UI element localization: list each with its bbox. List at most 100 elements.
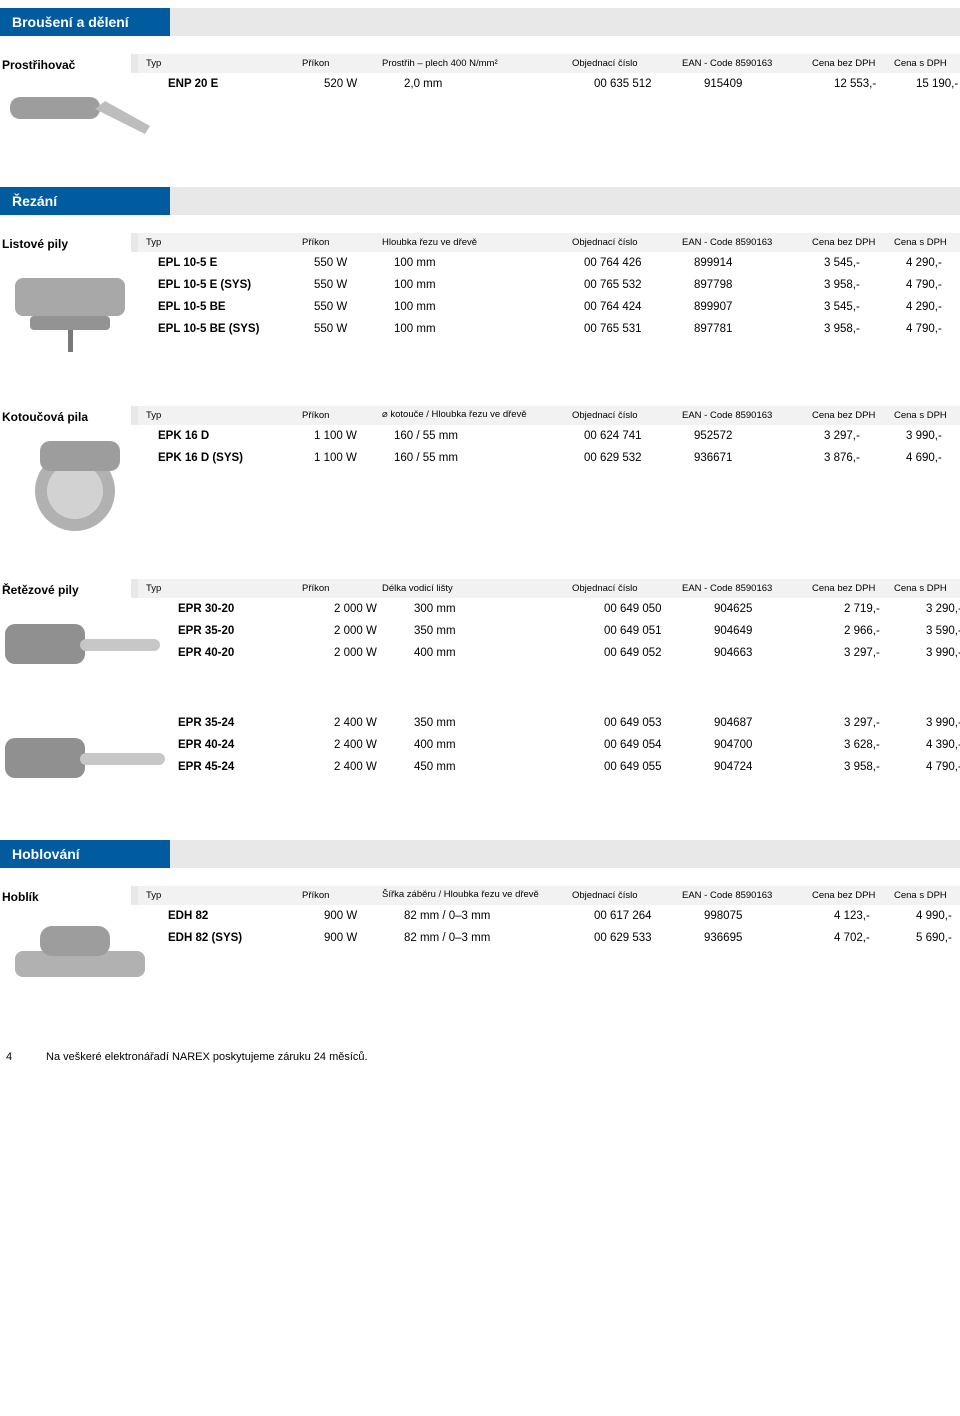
cell-ean: 915409 bbox=[700, 78, 830, 90]
bar-icon bbox=[131, 233, 138, 252]
cell-obj: 00 629 532 bbox=[580, 452, 690, 464]
table-row: EDH 82 900 W 82 mm / 0–3 mm 00 617 264 9… bbox=[160, 905, 960, 927]
cell-s: 4 790,- bbox=[902, 323, 960, 335]
cell-typ: EPR 45-24 bbox=[170, 761, 330, 773]
cell-s: 4 290,- bbox=[902, 257, 960, 269]
cell-s: 3 590,- bbox=[922, 625, 960, 637]
col-ean: EAN - Code 8590163 bbox=[678, 410, 808, 421]
cell-ean: 904687 bbox=[710, 717, 840, 729]
product-group: ENP 20 E 520 W 2,0 mm 00 635 512 915409 … bbox=[0, 73, 960, 155]
bar-icon bbox=[131, 54, 138, 73]
cell-spec: 400 mm bbox=[410, 739, 600, 751]
col-s: Cena s DPH bbox=[890, 237, 960, 248]
cell-bez: 2 719,- bbox=[840, 603, 922, 615]
chainsaw-icon bbox=[0, 604, 170, 694]
rows: EPK 16 D 1 100 W 160 / 55 mm 00 624 741 … bbox=[150, 425, 960, 531]
cell-ean: 899914 bbox=[690, 257, 820, 269]
product-image bbox=[0, 425, 150, 531]
cell-typ: EPL 10-5 E (SYS) bbox=[150, 279, 310, 291]
cell-prikon: 550 W bbox=[310, 323, 390, 335]
cell-prikon: 2 400 W bbox=[330, 761, 410, 773]
cell-typ: EPR 35-20 bbox=[170, 625, 330, 637]
cell-bez: 3 297,- bbox=[840, 717, 922, 729]
cell-prikon: 550 W bbox=[310, 301, 390, 313]
cell-spec: 100 mm bbox=[390, 301, 580, 313]
footer-note: Na veškeré elektronářadí NAREX poskytuje… bbox=[46, 1051, 368, 1063]
section-title: Broušení a dělení bbox=[0, 8, 170, 36]
cell-spec: 160 / 55 mm bbox=[390, 452, 580, 464]
cell-typ: EPR 40-20 bbox=[170, 647, 330, 659]
col-spec: Prostřih – plech 400 N/mm² bbox=[378, 58, 568, 69]
col-spec: Šířka záběru / Hloubka řezu ve dřevě bbox=[378, 890, 568, 901]
cell-ean: 904625 bbox=[710, 603, 840, 615]
category-header-prostrihovac: Prostřihovač Typ Příkon Prostřih – plech… bbox=[0, 54, 960, 73]
cell-spec: 100 mm bbox=[390, 257, 580, 269]
circular-saw-icon bbox=[0, 431, 150, 531]
footer: 4 Na veškeré elektronářadí NAREX poskytu… bbox=[0, 1051, 960, 1063]
cell-s: 4 390,- bbox=[922, 739, 960, 751]
cell-spec: 350 mm bbox=[410, 625, 600, 637]
col-prikon: Příkon bbox=[298, 583, 378, 594]
category-name: Hoblík bbox=[0, 886, 131, 905]
col-spec: Hloubka řezu ve dřevě bbox=[378, 237, 568, 248]
cell-prikon: 1 100 W bbox=[310, 452, 390, 464]
table-row: EPL 10-5 E (SYS) 550 W 100 mm 00 765 532… bbox=[150, 274, 960, 296]
col-prikon: Příkon bbox=[298, 890, 378, 901]
rows: EPR 30-20 2 000 W 300 mm 00 649 050 9046… bbox=[170, 598, 960, 694]
page: Broušení a dělení Prostřihovač Typ Příko… bbox=[0, 8, 960, 1093]
cell-obj: 00 649 052 bbox=[600, 647, 710, 659]
section-stripe bbox=[170, 840, 960, 868]
cell-s: 3 290,- bbox=[922, 603, 960, 615]
section-header-hoblovani: Hoblování bbox=[0, 840, 960, 868]
cell-typ: EPK 16 D bbox=[150, 430, 310, 442]
col-obj: Objednací číslo bbox=[568, 583, 678, 594]
cell-obj: 00 765 532 bbox=[580, 279, 690, 291]
col-obj: Objednací číslo bbox=[568, 237, 678, 248]
cell-ean: 904663 bbox=[710, 647, 840, 659]
cell-obj: 00 629 533 bbox=[590, 932, 700, 944]
category-header-kotoucova: Kotoučová pila Typ Příkon ⌀ kotouče / Hl… bbox=[0, 406, 960, 425]
table-row: EPL 10-5 BE 550 W 100 mm 00 764 424 8999… bbox=[150, 296, 960, 318]
product-image bbox=[0, 905, 160, 1001]
col-bez: Cena bez DPH bbox=[808, 410, 890, 421]
chainsaw-icon bbox=[0, 718, 170, 808]
planer-icon bbox=[0, 911, 160, 1001]
cell-obj: 00 635 512 bbox=[590, 78, 700, 90]
page-number: 4 bbox=[6, 1051, 46, 1063]
cell-s: 4 790,- bbox=[902, 279, 960, 291]
cell-prikon: 1 100 W bbox=[310, 430, 390, 442]
cell-bez: 2 966,- bbox=[840, 625, 922, 637]
cell-spec: 100 mm bbox=[390, 279, 580, 291]
col-obj: Objednací číslo bbox=[568, 890, 678, 901]
cell-bez: 3 545,- bbox=[820, 301, 902, 313]
cell-bez: 3 876,- bbox=[820, 452, 902, 464]
cell-s: 15 190,- bbox=[912, 78, 960, 90]
col-bez: Cena bez DPH bbox=[808, 237, 890, 248]
product-image bbox=[0, 598, 170, 694]
cell-obj: 00 617 264 bbox=[590, 910, 700, 922]
cell-spec: 300 mm bbox=[410, 603, 600, 615]
product-group: EPK 16 D 1 100 W 160 / 55 mm 00 624 741 … bbox=[0, 425, 960, 531]
section-title: Hoblování bbox=[0, 840, 170, 868]
cell-ean: 936671 bbox=[690, 452, 820, 464]
cell-ean: 998075 bbox=[700, 910, 830, 922]
rows: EPR 35-24 2 400 W 350 mm 00 649 053 9046… bbox=[170, 712, 960, 808]
cell-obj: 00 764 426 bbox=[580, 257, 690, 269]
cell-spec: 160 / 55 mm bbox=[390, 430, 580, 442]
cell-prikon: 550 W bbox=[310, 257, 390, 269]
cell-obj: 00 649 051 bbox=[600, 625, 710, 637]
cell-typ: EPR 30-20 bbox=[170, 603, 330, 615]
cell-spec: 82 mm / 0–3 mm bbox=[400, 932, 590, 944]
cell-obj: 00 764 424 bbox=[580, 301, 690, 313]
cell-typ: EPL 10-5 E bbox=[150, 257, 310, 269]
cell-obj: 00 649 053 bbox=[600, 717, 710, 729]
col-obj: Objednací číslo bbox=[568, 58, 678, 69]
cell-bez: 3 958,- bbox=[820, 279, 902, 291]
cell-ean: 897798 bbox=[690, 279, 820, 291]
cell-typ: ENP 20 E bbox=[160, 78, 320, 90]
col-ean: EAN - Code 8590163 bbox=[678, 237, 808, 248]
product-group: EDH 82 900 W 82 mm / 0–3 mm 00 617 264 9… bbox=[0, 905, 960, 1001]
category-header-listove: Listové pily Typ Příkon Hloubka řezu ve … bbox=[0, 233, 960, 252]
column-headers: Typ Příkon Šířka záběru / Hloubka řezu v… bbox=[138, 886, 960, 905]
product-group: EPR 30-20 2 000 W 300 mm 00 649 050 9046… bbox=[0, 598, 960, 694]
